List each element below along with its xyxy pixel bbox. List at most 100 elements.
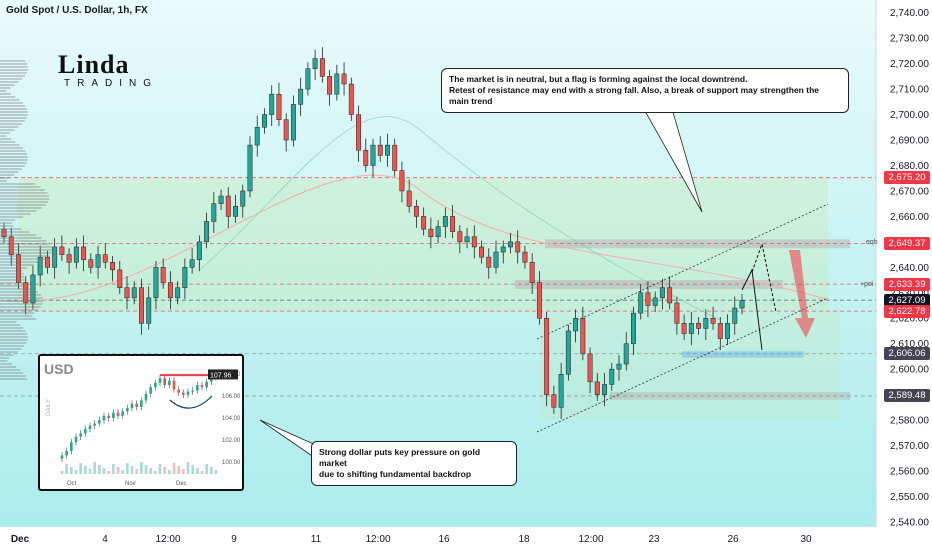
- inset-timeframe: DAILY: [46, 399, 52, 416]
- y-tick-label: 2,660.00: [890, 212, 929, 223]
- candle-body: [464, 236, 470, 243]
- bearish-arrow: [789, 250, 815, 338]
- candle-body: [124, 287, 130, 299]
- volume-profile-bar: [0, 123, 23, 125]
- inset-candle-body: [60, 455, 64, 459]
- volume-profile-bar: [0, 369, 21, 371]
- volume-profile-bar: [0, 372, 24, 374]
- inset-volume-bar: [116, 467, 120, 474]
- candle-body: [81, 246, 87, 260]
- candle-body: [594, 381, 600, 395]
- volume-profile-bar: [0, 366, 17, 368]
- price-level-tag: 2,622.78: [884, 304, 930, 318]
- candle-body: [167, 282, 173, 299]
- inset-candle-body: [196, 385, 199, 391]
- candle-body: [30, 274, 36, 304]
- eqh-zone: [545, 239, 850, 249]
- inset-volume-bar: [191, 465, 194, 474]
- candle-body: [131, 287, 137, 299]
- candle-body: [399, 170, 405, 192]
- y-tick-label: 2,570.00: [890, 441, 929, 452]
- candle-body: [529, 261, 535, 283]
- y-tick-label: 2,640.00: [890, 263, 929, 274]
- candle-body: [370, 144, 376, 166]
- y-axis-panel: [876, 0, 932, 550]
- inset-volume-bar: [93, 462, 96, 474]
- y-tick-label: 2,720.00: [890, 59, 929, 70]
- volume-profile-bar: [0, 231, 29, 233]
- analysis-note-top: The market is in neutral, but a flag is …: [441, 68, 849, 113]
- volume-profile-bar: [0, 204, 46, 206]
- inset-volume-bar: [102, 468, 106, 474]
- channel-top-line: [536, 203, 829, 340]
- inset-volume-bar: [140, 462, 143, 474]
- volume-profile-bar: [0, 150, 26, 152]
- volume-profile-bar: [0, 273, 24, 275]
- candle-body: [580, 317, 586, 355]
- volume-profile-bar: [0, 99, 20, 101]
- y-tick-label: 2,620.00: [890, 314, 929, 325]
- logo-brand: Linda: [58, 50, 130, 79]
- x-tick-label: 9: [231, 534, 237, 545]
- candle-body: [269, 93, 275, 115]
- note-bottom-text: Strong dollar puts key pressure on gold …: [319, 447, 481, 479]
- x-tick-label: 23: [648, 534, 660, 545]
- candle-body: [102, 254, 108, 263]
- price-level-tag: 2,627.09: [884, 293, 930, 307]
- volume-profile-bar: [0, 186, 41, 188]
- candle-body: [725, 323, 730, 339]
- candle-body: [536, 282, 542, 319]
- usd-inset-chart: USDDAILY108.00106.00104.00102.00100.00Oc…: [38, 354, 244, 491]
- candle-body: [638, 292, 644, 314]
- volume-profile-bar: [0, 357, 10, 359]
- inset-volume-bar: [205, 464, 208, 474]
- poi-zone: [515, 280, 783, 289]
- volume-profile-bar: [0, 303, 43, 305]
- x-tick-label: Dec: [11, 534, 30, 545]
- projection-path-retest: [751, 242, 777, 313]
- candle-body: [298, 88, 304, 105]
- volume-profile-bar: [0, 192, 48, 194]
- volume-profile-bar: [0, 180, 7, 182]
- volume-profile-bar: [0, 234, 36, 236]
- volume-profile-bar: [0, 318, 37, 320]
- volume-profile-bar: [0, 270, 22, 272]
- candle-body: [218, 195, 224, 204]
- volume-profile-bar: [0, 93, 11, 95]
- volume-profile-bar: [0, 336, 28, 338]
- candle-body: [710, 317, 716, 324]
- volume-profile-bar: [0, 219, 16, 221]
- candle-body: [146, 297, 152, 324]
- linda-trading-logo: Linda TRADING: [58, 50, 158, 89]
- inset-volume-bar: [126, 463, 129, 474]
- volume-profile-bar: [0, 348, 22, 350]
- candle-body: [23, 282, 29, 304]
- candle-body: [739, 300, 745, 309]
- volume-profile-bar: [0, 237, 42, 239]
- candle-body: [493, 251, 499, 268]
- candle-body: [262, 114, 267, 128]
- inset-candle-body: [140, 400, 143, 407]
- candle-body: [435, 226, 441, 238]
- price-level-tag: 2,606.06: [884, 347, 930, 361]
- inset-last-price-bg: [208, 369, 238, 380]
- volume-profile-bar: [0, 300, 44, 302]
- volume-profile-bar: [0, 171, 19, 173]
- inset-candle-body: [210, 377, 213, 382]
- inset-candle-body: [88, 425, 92, 429]
- volume-profile-bar: [0, 297, 43, 299]
- volume-profile-bar: [0, 141, 16, 143]
- y-tick-label: 2,670.00: [890, 186, 929, 197]
- y-tick-label: 2,610.00: [890, 339, 929, 350]
- volume-profile-bar: [0, 198, 50, 200]
- inset-volume-bar: [70, 467, 73, 474]
- inset-candle-body: [158, 378, 162, 383]
- inset-volume-bar: [210, 467, 213, 474]
- volume-profile-bar: [0, 243, 51, 245]
- x-tick-label: 16: [438, 534, 450, 545]
- volume-profile-bar: [0, 363, 13, 365]
- volume-profile-bar: [0, 102, 23, 104]
- candle-body: [450, 216, 456, 232]
- inset-y-tick: 100.00: [222, 460, 241, 466]
